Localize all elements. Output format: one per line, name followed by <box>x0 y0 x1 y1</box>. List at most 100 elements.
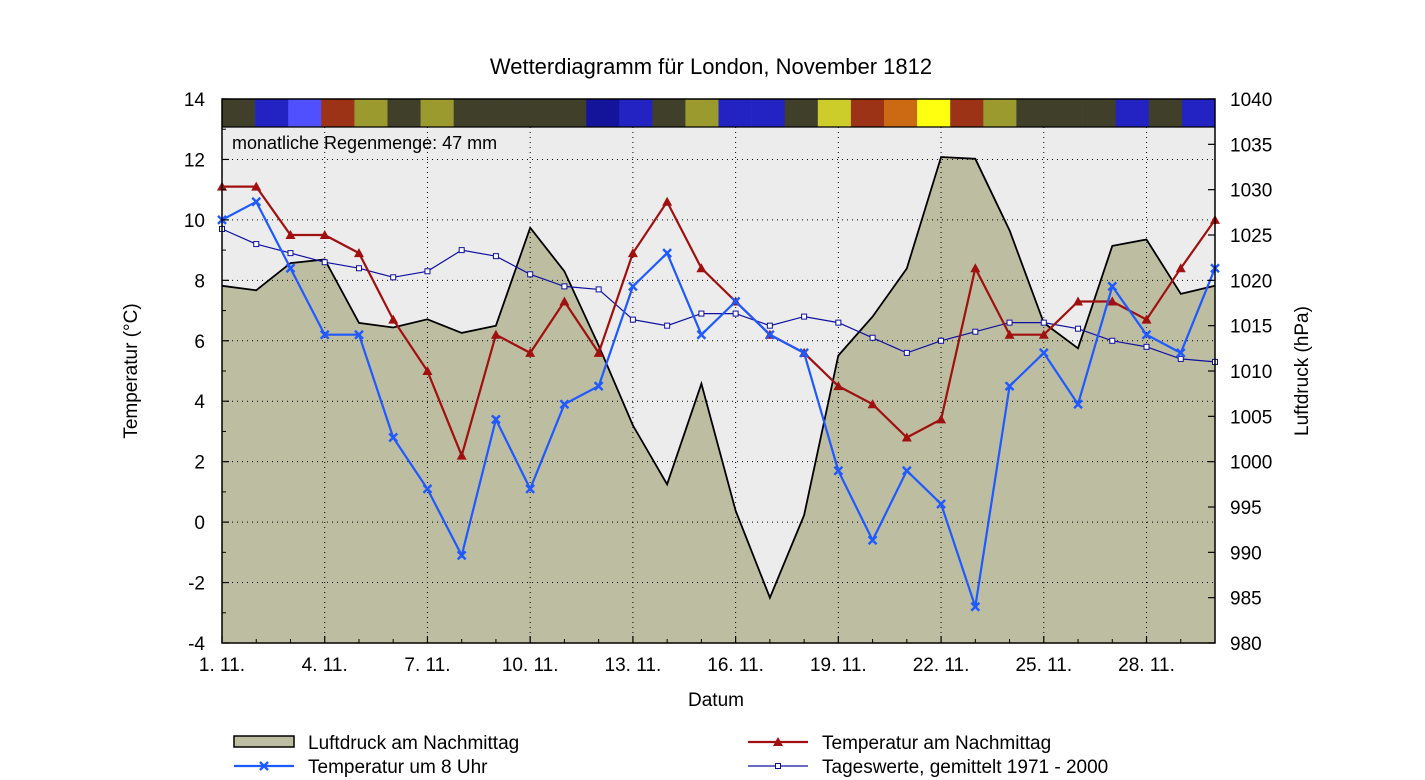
legend-entry: Luftdruck am Nachmittag <box>233 733 519 754</box>
weather-strip-cell <box>652 99 686 127</box>
weather-strip-cell <box>1049 99 1083 127</box>
y-left-tick-label: 4 <box>194 392 205 413</box>
x-tick-label: 16. 11. <box>707 655 764 676</box>
weather-strip-cell <box>321 99 355 127</box>
legend-entry: Temperatur am Nachmittag <box>748 733 1051 754</box>
weather-strip-cell <box>751 99 785 127</box>
data-point-x <box>765 329 775 340</box>
data-point-x <box>696 329 707 340</box>
x-tick-label: 19. 11. <box>810 655 867 676</box>
weather-strip-cell <box>1115 99 1150 127</box>
data-point-triangle <box>1141 314 1152 324</box>
data-point-square <box>355 265 362 272</box>
data-point-x <box>970 601 981 612</box>
y-left-tick-label: 14 <box>184 90 206 111</box>
data-point-triangle <box>456 450 467 460</box>
y-left-tick-label: 8 <box>194 271 205 292</box>
weather-strip-cell <box>288 99 322 127</box>
weather-strip-cell <box>1082 99 1116 127</box>
weather-strip-cell <box>486 99 521 127</box>
weather-strip-cell <box>586 99 620 127</box>
legend-label: Temperatur am Nachmittag <box>822 733 1051 754</box>
data-point-triangle <box>1073 296 1084 306</box>
legend-label: Tageswerte, gemittelt 1971 - 2000 <box>822 757 1108 778</box>
data-point-square <box>321 259 328 266</box>
data-point-square <box>698 310 705 317</box>
weather-strip-cell <box>255 99 289 127</box>
y-right-tick-label: 980 <box>1230 634 1262 655</box>
x-axis-label: Datum <box>688 690 744 711</box>
weather-strip-cell <box>718 99 752 127</box>
y-right-tick-label: 1000 <box>1230 453 1272 474</box>
weather-strip-cell <box>1181 99 1216 127</box>
weather-strip <box>222 99 1216 128</box>
data-point-square <box>561 283 568 290</box>
weather-strip-cell <box>917 99 951 127</box>
series-x <box>217 196 1220 612</box>
data-point-triangle <box>696 263 707 273</box>
data-point-square <box>1040 319 1047 326</box>
data-point-square <box>835 319 842 326</box>
weather-strip-cell <box>983 99 1017 127</box>
data-point-triangle <box>422 366 433 375</box>
data-point-x <box>901 465 912 476</box>
data-point-x <box>662 248 672 258</box>
y-right-tick-label: 1005 <box>1230 407 1272 428</box>
data-point-triangle <box>936 414 947 424</box>
y-right-tick-label: 1025 <box>1230 226 1272 247</box>
data-point-square <box>1006 319 1013 326</box>
data-point-triangle <box>833 381 844 391</box>
data-point-square <box>595 286 602 293</box>
weather-strip-cell <box>354 99 388 127</box>
weather-strip-cell <box>884 99 918 127</box>
y-right-tick-label: 1010 <box>1230 362 1272 383</box>
data-point-x <box>422 484 433 494</box>
data-point-triangle <box>1038 329 1049 339</box>
data-point-square <box>458 247 465 254</box>
data-point-square <box>629 316 636 323</box>
y-right-tick-label: 995 <box>1230 498 1262 519</box>
data-point-square <box>424 268 431 275</box>
y-left-tick-label: -2 <box>188 574 205 595</box>
x-tick-label: 4. 11. <box>302 655 348 676</box>
data-point-x <box>628 281 638 292</box>
data-point-square <box>869 334 876 341</box>
series-lines-layer <box>217 181 1220 612</box>
data-point-triangle <box>593 347 604 357</box>
weather-strip-cell <box>519 99 554 127</box>
data-point-x <box>456 550 467 561</box>
data-point-x <box>1175 348 1186 358</box>
legend: Luftdruck am Nachmittag Temperatur am Nac… <box>233 733 1108 778</box>
data-point-x <box>491 414 501 425</box>
data-point-square <box>390 274 397 281</box>
data-point-square <box>664 322 671 329</box>
weather-strip-cell <box>950 99 984 127</box>
data-point-x <box>251 196 262 207</box>
data-point-triangle <box>627 248 638 258</box>
data-point-x <box>1107 281 1118 292</box>
data-point-x <box>1141 329 1152 340</box>
data-point-triangle <box>901 432 912 442</box>
grid-layer <box>222 127 1215 643</box>
y-right-tick-label: 1040 <box>1230 90 1272 111</box>
legend-swatch-area <box>233 735 295 748</box>
data-point-square <box>938 337 945 344</box>
weather-strip-cell <box>850 99 885 127</box>
data-point-x <box>319 329 330 340</box>
legend-entry: Temperatur um 8 Uhr <box>234 757 488 778</box>
legend-label: Temperatur um 8 Uhr <box>308 757 488 778</box>
legend-label: Luftdruck am Nachmittag <box>308 733 519 754</box>
data-point-triangle <box>1004 329 1015 339</box>
x-tick-label: 13. 11. <box>605 655 662 676</box>
data-point-triangle <box>662 196 673 206</box>
data-point-x <box>259 761 269 771</box>
x-tick-label: 10. 11. <box>502 655 559 676</box>
data-point-square <box>801 313 808 320</box>
x-tick-label: 25. 11. <box>1015 655 1072 676</box>
data-point-triangle <box>388 314 399 324</box>
data-point-x <box>1073 399 1083 410</box>
x-tick-label: 7. 11. <box>404 655 450 676</box>
data-point-triangle <box>353 248 364 258</box>
data-point-square <box>1177 355 1184 362</box>
